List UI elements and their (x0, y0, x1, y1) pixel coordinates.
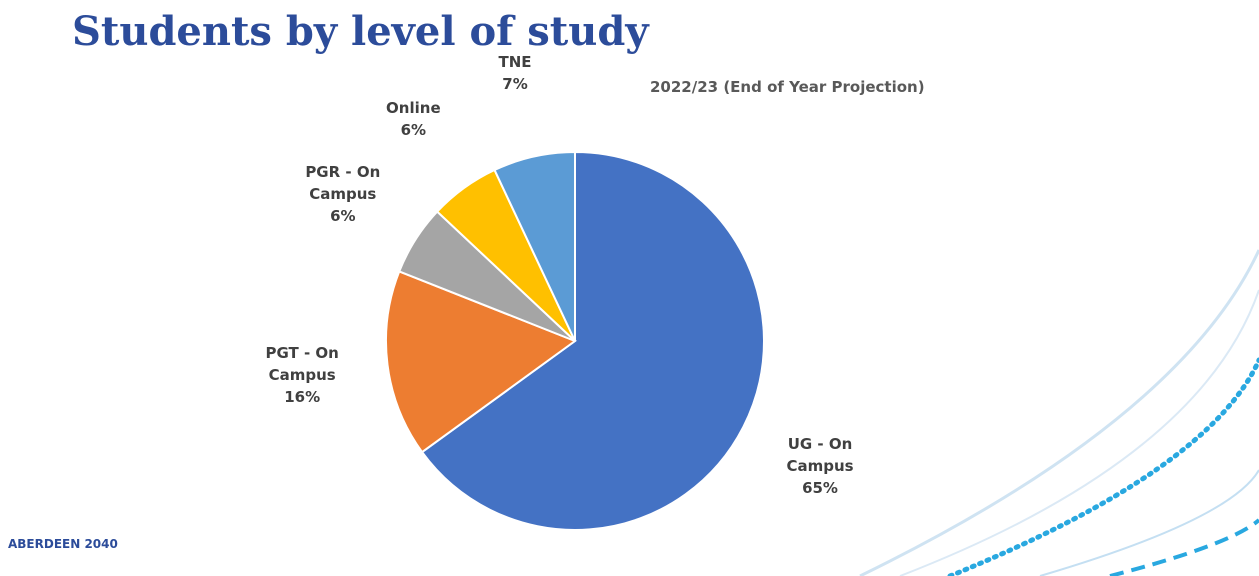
decor-dash (1110, 520, 1259, 576)
slice-label: TNE 7% (473, 51, 557, 95)
chart (0, 0, 1259, 576)
value-label: 65% (802, 479, 838, 497)
slice-label: PGR - On Campus 6% (301, 161, 385, 227)
footer: ABERDEEN 2040 (8, 537, 118, 551)
value-label: 6% (401, 121, 426, 139)
slide: Students by level of study 2022/23 (End … (0, 0, 1259, 576)
decor-dots (950, 360, 1259, 576)
category-label: UG - On Campus (786, 435, 853, 475)
slice-label: PGT - On Campus 16% (260, 342, 344, 408)
slide-title: Students by level of study (72, 8, 649, 55)
slice-label: UG - On Campus 65% (778, 433, 862, 499)
category-label: PGR - On Campus (305, 163, 380, 203)
decor-swoosh (1040, 470, 1259, 576)
category-label: PGT - On Campus (265, 344, 338, 384)
decoration (860, 250, 1259, 576)
value-label: 6% (330, 207, 355, 225)
value-label: 16% (284, 388, 320, 406)
slice-label: Online 6% (371, 97, 455, 141)
category-label: Online (386, 99, 441, 117)
category-label: TNE (498, 53, 531, 71)
value-label: 7% (502, 75, 527, 93)
chart-subtitle: 2022/23 (End of Year Projection) (650, 78, 925, 96)
